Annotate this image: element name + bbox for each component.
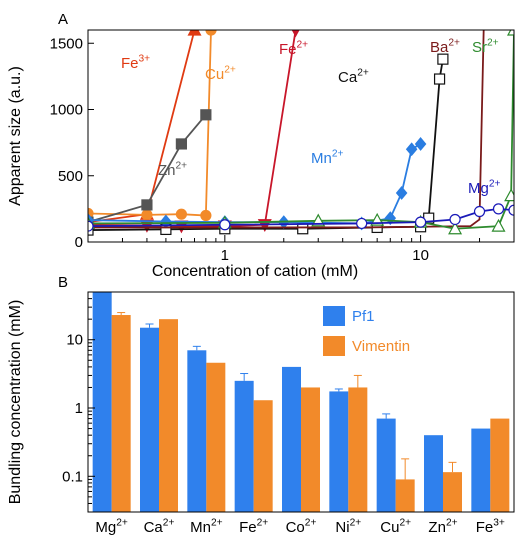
series-cu2-point-1 <box>141 209 153 221</box>
series-zn2-point-2 <box>175 138 188 150</box>
b-y-tick-label-1: 1 <box>75 400 83 417</box>
bar-vimentin-0 <box>111 315 131 512</box>
series-ca2-line <box>88 59 444 231</box>
legend-swatch-vimentin <box>323 336 345 356</box>
bar-vimentin-4 <box>301 387 320 512</box>
a-y-tick-label-1: 500 <box>58 168 83 185</box>
bar-pf1-7 <box>424 435 443 512</box>
bar-vimentin-8 <box>490 418 510 512</box>
bar-vimentin-2 <box>206 362 226 512</box>
series-sr2-point-7 <box>504 188 514 202</box>
panel-a-frame <box>87 29 515 243</box>
series-label-mg2: Mg2+ <box>468 178 501 197</box>
bar-pf1-0 <box>92 292 112 512</box>
series-zn2-point-1 <box>141 199 153 211</box>
series-mg2-point-2 <box>356 217 368 230</box>
category-label-7: Zn2+ <box>428 517 457 536</box>
series-sr2-point-8 <box>506 30 514 36</box>
panel-a-x-axis-label: Concentration of cation (mM) <box>152 263 358 280</box>
bar-pf1-2 <box>187 350 207 512</box>
series-label-fe2: Fe2+ <box>279 39 308 58</box>
series-mn2-line <box>88 143 422 225</box>
bar-vimentin-6 <box>395 479 415 512</box>
panel-b-frame <box>87 291 515 513</box>
series-mn2-point-6 <box>395 186 408 200</box>
series-mg2-point-5 <box>473 205 486 218</box>
bar-pf1-8 <box>471 428 491 512</box>
bar-pf1-1 <box>140 327 159 512</box>
series-cu2-point-3 <box>200 209 212 222</box>
series-sr2-point-5 <box>448 221 463 235</box>
a-y-tick-label-3: 1500 <box>50 35 83 52</box>
b-y-tick-label-2: 10 <box>66 332 83 349</box>
series-mg2-point-4 <box>449 213 461 226</box>
series-sr2-point-6 <box>491 218 506 232</box>
series-zn2-point-3 <box>200 109 212 121</box>
series-mg2-point-6 <box>492 203 505 215</box>
series-mg2-point-1 <box>219 219 231 231</box>
series-label-mn2: Mn2+ <box>311 148 344 167</box>
bar-vimentin-1 <box>159 319 178 512</box>
series-label-ba2: Ba2+ <box>430 37 460 56</box>
series-label-zn2: Zn2+ <box>158 160 187 179</box>
series-sr2-line <box>88 30 514 230</box>
bar-vimentin-5 <box>348 387 368 512</box>
legend-label-pf1: Pf1 <box>352 308 375 325</box>
a-x-tick-label-0: 1 <box>221 247 229 264</box>
legend-swatch-pf1 <box>323 306 345 326</box>
panel-a-label: A <box>58 11 68 28</box>
series-mg2-point-0 <box>88 220 94 232</box>
panel-b-label: B <box>58 274 68 291</box>
bar-pf1-6 <box>376 418 396 512</box>
category-label-0: Mg2+ <box>95 517 128 536</box>
series-label-sr2: Sr2+ <box>472 37 499 56</box>
series-mn2-point-7 <box>405 142 418 157</box>
bar-vimentin-7 <box>443 472 462 512</box>
series-ca2-point-8 <box>437 53 449 65</box>
category-label-4: Co2+ <box>286 517 317 536</box>
series-ca2-point-7 <box>433 73 446 85</box>
panel-b-y-axis-label: Bundling concentration (mM) <box>7 300 24 505</box>
series-mg2-point-7 <box>508 204 514 216</box>
category-label-5: Ni2+ <box>335 517 361 536</box>
b-y-tick-label-0: 0.1 <box>62 468 83 485</box>
bar-pf1-3 <box>234 380 254 512</box>
panel-a-series-group <box>88 30 514 236</box>
panel-a-y-axis-label: Apparent size (a.u.) <box>7 66 24 206</box>
series-fe2-line <box>88 30 297 228</box>
category-label-6: Cu2+ <box>380 517 411 536</box>
legend-label-vimentin: Vimentin <box>352 338 410 355</box>
category-label-3: Fe2+ <box>239 517 268 536</box>
series-fe3-point-2 <box>187 30 202 36</box>
category-label-8: Fe3+ <box>476 517 505 536</box>
panel-a-plot: Fe3+ Cu2+ Fe2+ Zn2+ Ca2+ Mn2+ Ba2+ Sr2+ Mg2+ 0 500… <box>50 30 515 264</box>
series-mn2-point-8 <box>414 137 427 151</box>
bar-vimentin-3 <box>253 400 273 512</box>
series-label-cu2: Cu2+ <box>205 64 236 83</box>
category-label-1: Ca2+ <box>144 517 175 536</box>
panel-b-plot: Mg2+ Ca2+ Mn2+ Fe2+ Co2+ Ni2+ Cu2+ Zn2+ Fe3+ 0.1 1… <box>62 291 510 536</box>
a-y-tick-label-2: 1000 <box>50 102 83 119</box>
series-mg2-point-3 <box>414 216 427 228</box>
bar-pf1-5 <box>329 391 349 512</box>
bar-pf1-4 <box>282 366 301 512</box>
a-x-tick-label-1: 10 <box>412 247 429 264</box>
series-label-ca2: Ca2+ <box>338 67 369 86</box>
series-cu2-point-2 <box>175 208 188 220</box>
a-y-tick-label-0: 0 <box>75 234 83 251</box>
series-label-fe3: Fe3+ <box>121 53 150 72</box>
category-label-2: Mn2+ <box>190 517 223 536</box>
series-cu2-point-4 <box>205 30 217 36</box>
series-zn2-line <box>88 114 207 223</box>
series-ca2-point-3 <box>297 223 309 235</box>
